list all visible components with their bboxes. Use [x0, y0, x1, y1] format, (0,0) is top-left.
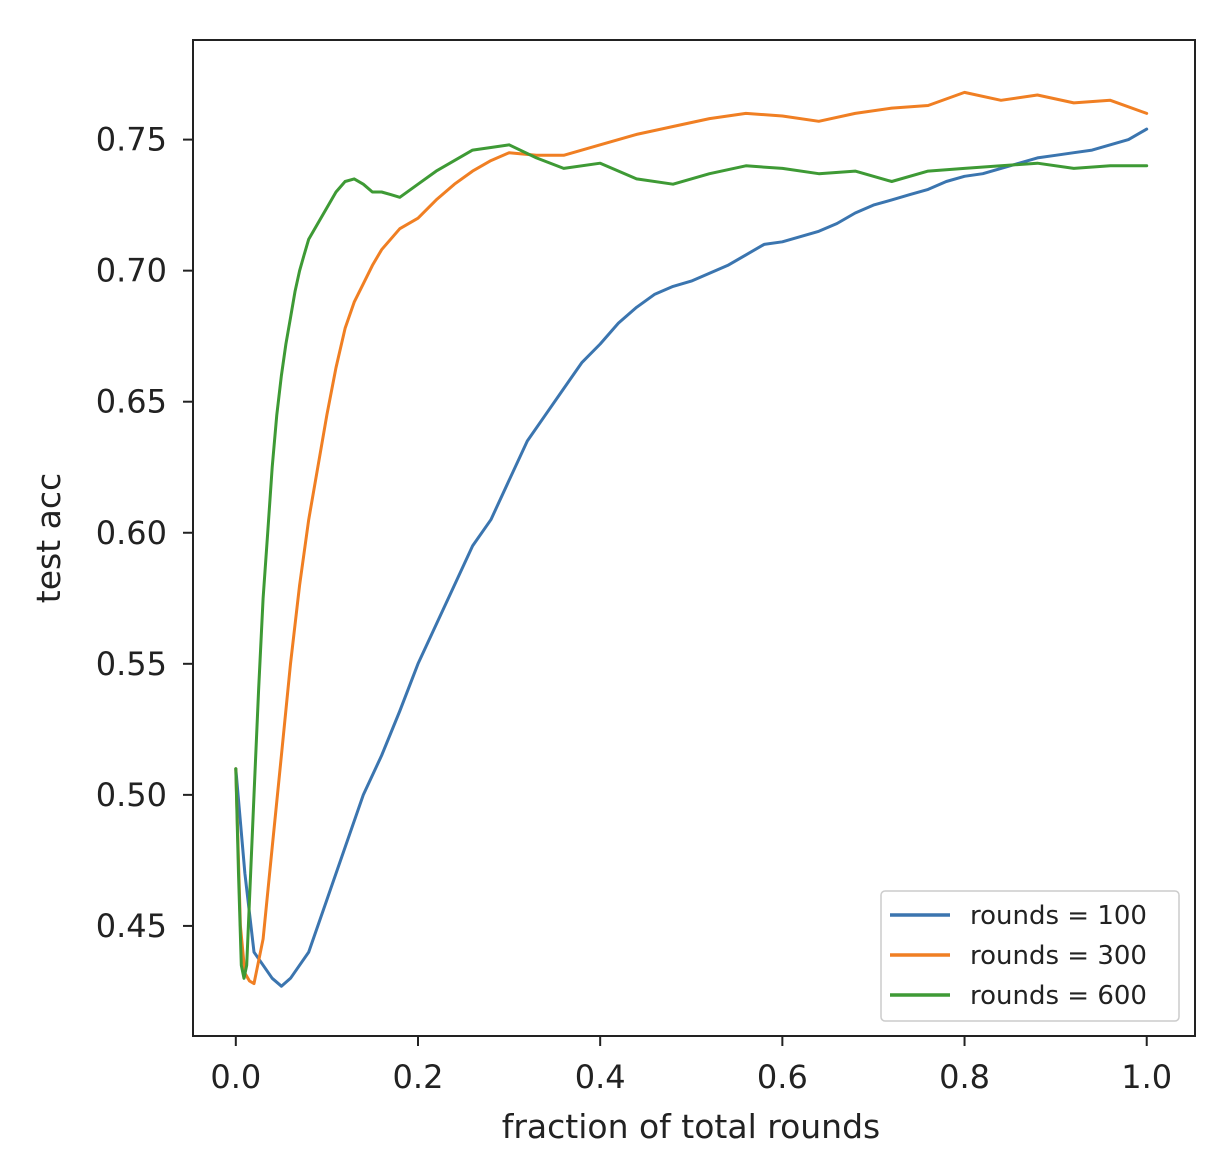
y-axis-label: test acc — [29, 473, 68, 603]
legend-label-1: rounds = 100 — [970, 901, 1147, 931]
series-line-1 — [234, 127, 1149, 988]
x-tick-label: 0.4 — [575, 1058, 626, 1096]
legend-box — [880, 890, 1180, 1022]
y-tick-label: 0.60 — [96, 514, 167, 552]
series-line-3 — [234, 143, 1149, 980]
plot-frame — [192, 39, 1196, 1037]
legend-label-2: rounds = 300 — [970, 941, 1147, 971]
x-tick-label: 0.2 — [393, 1058, 444, 1096]
series-layer — [234, 90, 1149, 988]
x-axis-label: fraction of total rounds — [502, 1107, 881, 1146]
y-axis-ticks: 0.45 0.50 0.55 0.60 0.65 0.70 0.75 — [96, 121, 193, 945]
x-tick-label: 0.0 — [210, 1058, 261, 1096]
y-tick-label: 0.70 — [96, 252, 167, 290]
y-tick-label: 0.55 — [96, 645, 167, 683]
x-tick-label: 0.6 — [757, 1058, 808, 1096]
x-tick-label: 1.0 — [1121, 1058, 1172, 1096]
y-tick-label: 0.50 — [96, 776, 167, 814]
legend-label-3: rounds = 600 — [970, 981, 1147, 1011]
series-line-2 — [234, 90, 1149, 986]
y-tick-label: 0.65 — [96, 383, 167, 421]
plot-area — [193, 40, 1195, 1036]
legend-items: rounds = 100 rounds = 300 rounds = 600 — [890, 901, 1147, 1011]
y-tick-label: 0.45 — [96, 907, 167, 945]
legend: rounds = 100 rounds = 300 rounds = 600 — [880, 890, 1180, 1022]
x-tick-label: 0.8 — [939, 1058, 990, 1096]
x-axis-ticks: 0.0 0.2 0.4 0.6 0.8 1.0 — [210, 1036, 1172, 1096]
y-tick-label: 0.75 — [96, 121, 167, 159]
